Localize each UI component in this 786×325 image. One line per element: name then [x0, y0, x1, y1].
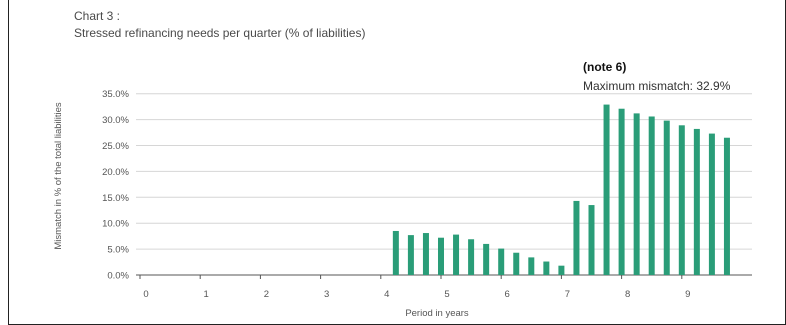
bar [678, 125, 685, 275]
chart-title: Chart 3 : [74, 9, 121, 23]
x-axis-ticks: 0 1 2 3 4 5 6 7 8 9 [139, 275, 690, 300]
x-axis-label: Period in years [405, 308, 469, 319]
bar [498, 248, 505, 275]
frame-left-border [8, 0, 9, 324]
bar [663, 120, 670, 275]
x-tick-label: 3 [324, 289, 329, 300]
x-tick-label: 2 [264, 289, 269, 300]
chart-subtitle: Stressed refinancing needs per quarter (… [74, 26, 366, 40]
y-tick-label: 25.0% [102, 141, 129, 152]
bar [392, 230, 399, 275]
y-axis-ticks: 0.0% 5.0% 10.0% 15.0% 20.0% 25.0% 30.0% 35.0% [102, 89, 129, 281]
bar [603, 104, 610, 275]
y-tick-label: 20.0% [102, 167, 129, 178]
bar [453, 234, 460, 275]
bar [422, 233, 429, 275]
y-tick-label: 35.0% [102, 89, 129, 100]
note-title: (note 6) [583, 60, 627, 74]
bar [588, 205, 595, 275]
y-axis-label: Mismatch in % of the total liabilities [53, 102, 64, 250]
bar [573, 200, 580, 275]
bar [513, 252, 520, 275]
y-tick-label: 15.0% [102, 193, 129, 204]
x-tick-label: 9 [685, 289, 690, 300]
x-tick-label: 8 [625, 289, 630, 300]
bar [438, 237, 444, 275]
y-tick-label: 0.0% [107, 271, 129, 282]
bars [392, 104, 730, 275]
bar [543, 261, 550, 275]
y-tick-label: 30.0% [102, 115, 129, 126]
bar [483, 243, 490, 275]
x-tick-label: 0 [143, 289, 148, 300]
bar [648, 116, 655, 275]
bar [693, 128, 700, 275]
bar [407, 235, 414, 275]
y-tick-label: 5.0% [107, 245, 129, 256]
x-tick-label: 1 [204, 289, 209, 300]
note-text: Maximum mismatch: 32.9% [583, 79, 731, 93]
bar [528, 257, 535, 275]
x-tick-label: 5 [444, 289, 449, 300]
y-tick-label: 10.0% [102, 219, 129, 230]
bar [468, 239, 475, 275]
bar [708, 133, 715, 275]
bar [558, 265, 565, 275]
bar [633, 113, 640, 275]
bar [723, 137, 730, 275]
bar [618, 108, 625, 275]
x-tick-label: 4 [384, 289, 389, 300]
x-tick-label: 6 [505, 289, 510, 300]
x-tick-label: 7 [565, 289, 570, 300]
